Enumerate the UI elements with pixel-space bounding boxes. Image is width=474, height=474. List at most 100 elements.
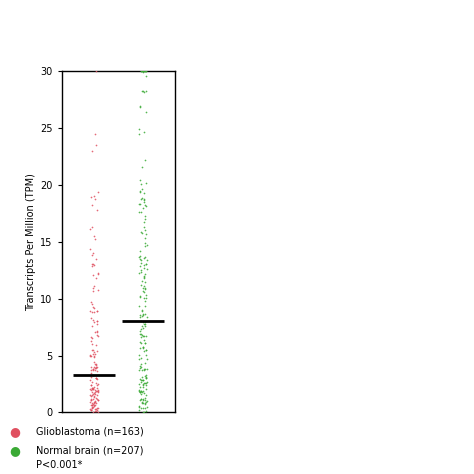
Point	[88, 404, 95, 411]
Point	[139, 387, 146, 395]
Point	[90, 393, 98, 401]
Point	[90, 399, 98, 407]
Point	[89, 384, 96, 392]
Point	[135, 386, 143, 394]
Point	[88, 333, 95, 340]
Point	[140, 88, 147, 96]
Point	[88, 262, 96, 269]
Point	[136, 389, 143, 396]
Point	[137, 188, 144, 196]
Point	[136, 366, 143, 374]
Point	[143, 346, 150, 354]
Point	[137, 363, 145, 371]
Point	[87, 225, 94, 233]
Point	[93, 381, 100, 389]
Point	[142, 407, 149, 414]
Point	[142, 332, 149, 340]
Point	[88, 407, 95, 414]
Point	[142, 310, 149, 318]
Point	[137, 177, 144, 184]
Point	[87, 395, 95, 402]
Point	[92, 361, 100, 368]
Point	[139, 311, 147, 319]
Point	[137, 67, 145, 75]
Point	[143, 381, 150, 389]
Point	[136, 351, 143, 358]
Point	[139, 68, 147, 75]
Point	[143, 398, 151, 405]
Point	[137, 259, 144, 267]
Point	[138, 277, 146, 284]
Point	[136, 247, 143, 255]
Point	[89, 223, 96, 230]
Point	[143, 108, 150, 116]
Point	[91, 360, 99, 368]
Point	[91, 328, 99, 336]
Point	[139, 383, 147, 391]
Point	[137, 256, 145, 264]
Point	[142, 294, 150, 301]
Point	[93, 318, 100, 325]
Point	[137, 195, 145, 203]
Point	[92, 407, 100, 415]
Point	[92, 360, 100, 367]
Point	[137, 362, 144, 369]
Point	[142, 374, 149, 381]
Point	[93, 307, 100, 315]
Point	[90, 346, 97, 354]
Point	[142, 351, 150, 358]
Point	[142, 234, 149, 242]
Point	[142, 242, 149, 250]
Point	[143, 313, 151, 321]
Point	[91, 389, 98, 396]
Point	[91, 353, 98, 361]
Point	[92, 380, 100, 387]
Point	[137, 404, 145, 411]
Point	[89, 249, 97, 257]
Point	[140, 366, 148, 374]
Point	[142, 405, 149, 412]
Point	[89, 287, 97, 295]
Point	[138, 312, 146, 320]
Point	[89, 350, 96, 358]
Point	[92, 255, 100, 263]
Point	[89, 384, 96, 392]
Point	[143, 355, 150, 363]
Point	[93, 328, 100, 335]
Point	[139, 395, 147, 402]
Point	[140, 320, 148, 328]
Point	[94, 396, 102, 403]
Point	[135, 355, 143, 363]
Point	[137, 383, 144, 391]
Text: Glioblastoma (n=163): Glioblastoma (n=163)	[36, 426, 143, 437]
Point	[89, 317, 96, 324]
Point	[137, 318, 145, 325]
Point	[86, 376, 94, 383]
Point	[137, 326, 145, 333]
Point	[140, 380, 148, 387]
Point	[94, 381, 102, 388]
Point	[140, 288, 148, 296]
Point	[87, 193, 95, 201]
Point	[91, 318, 98, 325]
Point	[94, 206, 101, 214]
Point	[93, 332, 100, 339]
Text: P<0.001*: P<0.001*	[36, 459, 82, 470]
Point	[138, 185, 146, 192]
Point	[139, 310, 146, 318]
Point	[92, 141, 100, 149]
Point	[139, 194, 146, 202]
Point	[87, 392, 95, 400]
Point	[139, 324, 147, 332]
Point	[143, 179, 150, 187]
Point	[136, 302, 143, 310]
Point	[139, 332, 146, 340]
Point	[141, 400, 149, 408]
Point	[141, 212, 148, 220]
Point	[88, 391, 96, 399]
Point	[87, 401, 95, 408]
Text: Normal brain (n=207): Normal brain (n=207)	[36, 445, 143, 456]
Point	[93, 367, 101, 375]
Point	[140, 223, 148, 231]
Point	[89, 390, 96, 398]
